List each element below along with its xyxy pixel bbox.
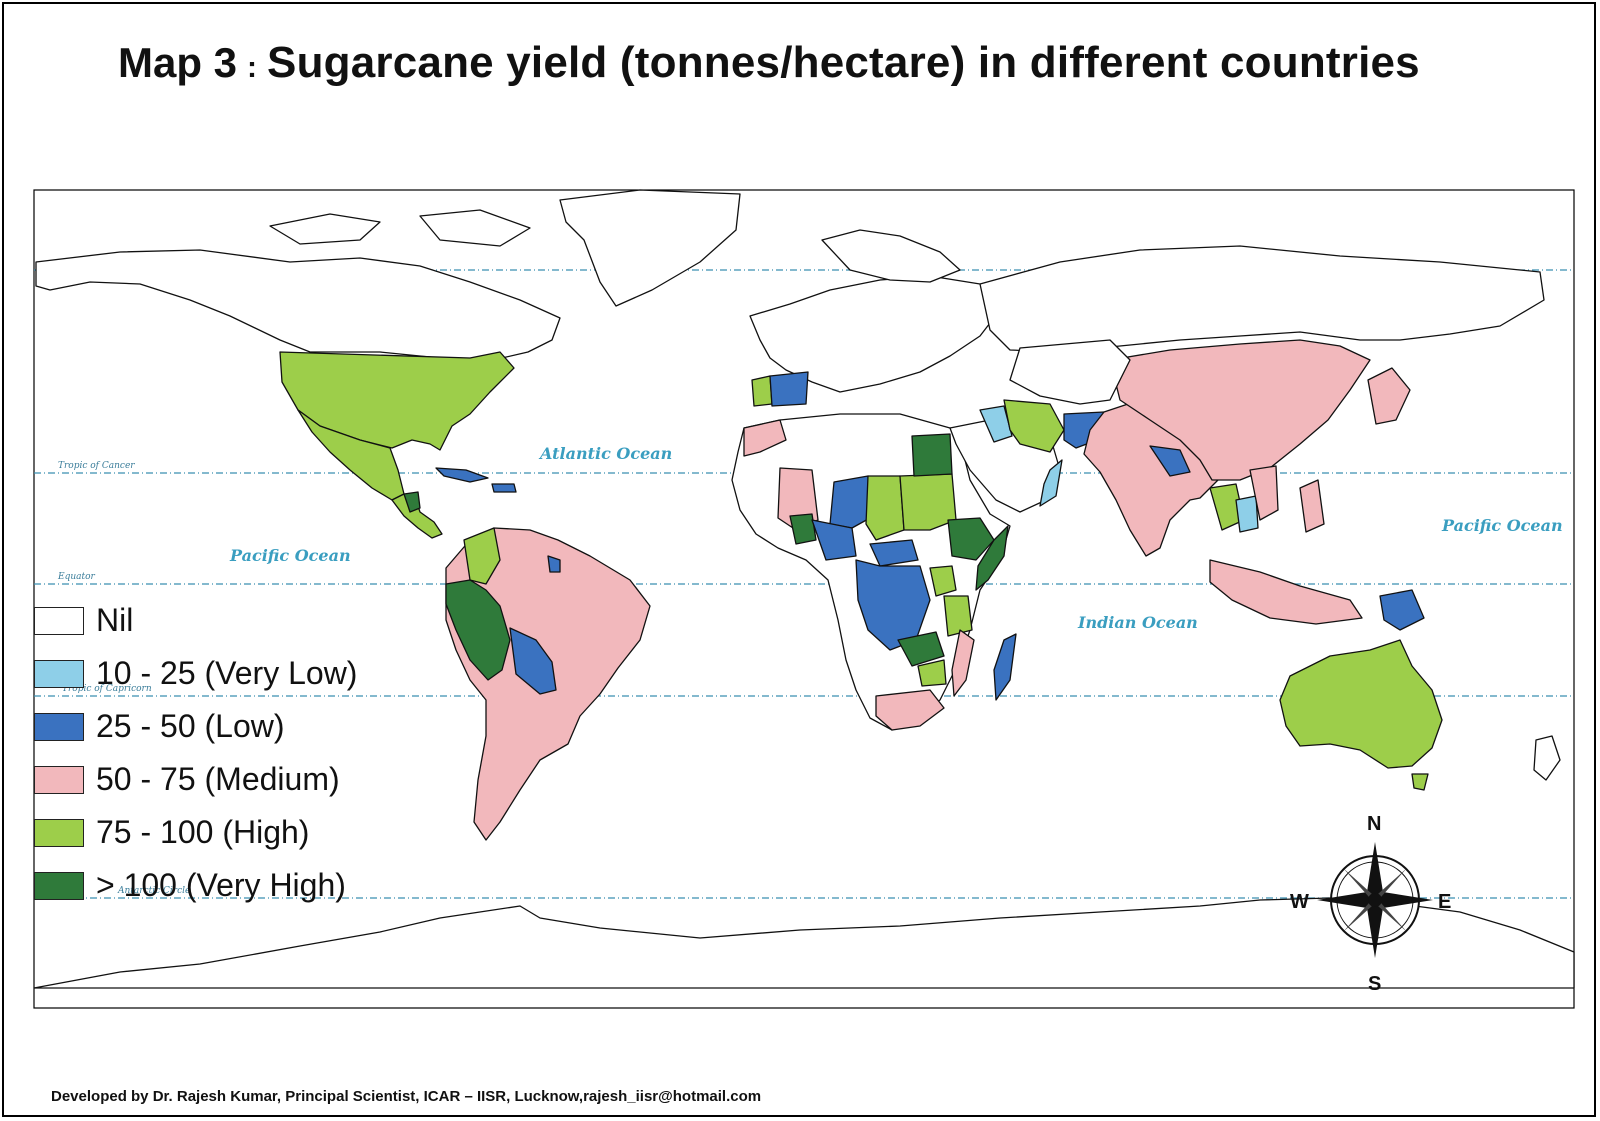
morocco: [743, 419, 787, 457]
oman: [1039, 459, 1063, 507]
title-text: Sugarcane yield (tonnes/hectare) in diff…: [267, 38, 1420, 87]
title-separator: :: [247, 51, 258, 84]
papua-new-guinea: [1379, 589, 1425, 631]
nepal-bangladesh: [1149, 445, 1191, 477]
compass-point-se: [1375, 900, 1407, 932]
compass-s-label: S: [1368, 973, 1381, 995]
tanzania: [943, 595, 973, 637]
nigeria: [811, 519, 857, 561]
japan: [1367, 367, 1411, 425]
niger: [829, 475, 871, 529]
uganda-kenya: [929, 565, 957, 597]
chad: [865, 475, 905, 541]
legend-swatch: [34, 712, 84, 741]
compass-point-s: [1367, 900, 1383, 958]
compass-point-w: [1317, 892, 1375, 908]
legend-label: > 100 (Very High): [96, 867, 346, 903]
iran: [1003, 399, 1065, 453]
legend-item-high: 75 - 100 (High): [34, 806, 357, 859]
iraq: [979, 405, 1013, 443]
guyana: [547, 555, 561, 573]
compass-rose: N S W E: [1290, 813, 1451, 995]
compass-center: [1368, 893, 1382, 907]
legend-label: 25 - 50 (Low): [96, 708, 285, 744]
map-extent: [33, 189, 1575, 1009]
legend-swatch: [34, 871, 84, 900]
cuba: [435, 467, 489, 483]
landmasses: [33, 189, 1575, 989]
atlantic-ocean-label: Atlantic Ocean: [538, 444, 672, 463]
legend-item-low: 25 - 50 (Low): [34, 700, 357, 753]
guatemala: [403, 491, 421, 513]
compass-point-e: [1375, 892, 1433, 908]
hispaniola: [491, 483, 517, 493]
compass-point-sw: [1343, 900, 1375, 932]
label-antarctic-circle: Antarctic Circle: [117, 886, 190, 896]
ethiopia: [947, 517, 995, 561]
compass-n-label: N: [1367, 813, 1381, 835]
legend: Nil 10 - 25 (Very Low) 25 - 50 (Low) 50 …: [34, 594, 357, 912]
legend-item-very-high: > 100 (Very High): [34, 859, 357, 912]
cambodia: [1235, 495, 1259, 533]
legend-item-very-low: 10 - 25 (Very Low): [34, 647, 357, 700]
south-africa: [875, 689, 945, 731]
compass-e-label: E: [1438, 891, 1451, 913]
peru-ecuador: [445, 579, 511, 681]
russia: [979, 245, 1545, 353]
credit-line: Developed by Dr. Rajesh Kumar, Principal…: [51, 1088, 762, 1105]
china: [1109, 339, 1371, 481]
egypt: [911, 433, 953, 477]
map-number: Map 3: [118, 39, 238, 86]
legend-item-nil: Nil: [34, 594, 357, 647]
central-african-rep: [869, 539, 919, 567]
europe: [749, 275, 1001, 393]
canada-alaska: [35, 249, 561, 363]
compass-w-label: W: [1290, 891, 1309, 913]
legend-label: 75 - 100 (High): [96, 814, 310, 850]
antarctica: [33, 897, 1575, 989]
indian-ocean-label: Indian Ocean: [1077, 613, 1198, 632]
legend-swatch: [34, 765, 84, 794]
colombia: [463, 527, 501, 585]
label-tropic-of-capricorn: Tropic of Capricorn: [62, 684, 152, 694]
ghana: [789, 513, 817, 545]
australia: [1279, 639, 1443, 769]
legend-label: 50 - 75 (Medium): [96, 761, 340, 797]
label-tropic-of-cancer: Tropic of Cancer: [58, 461, 135, 471]
map-title: Map 3: Sugarcane yield (tonnes/hectare) i…: [118, 38, 1420, 88]
compass-point-nw: [1343, 868, 1375, 900]
new-zealand: [1533, 735, 1561, 781]
indonesia: [1209, 559, 1363, 625]
zimbabwe: [917, 659, 947, 687]
legend-label: Nil: [96, 602, 134, 638]
bolivia-paraguay: [509, 627, 557, 695]
legend-swatch: [34, 659, 84, 688]
legend-swatch: [34, 818, 84, 847]
somalia: [975, 525, 1009, 591]
arctic-island-2: [419, 209, 531, 247]
zambia: [897, 631, 945, 667]
madagascar: [993, 633, 1017, 701]
compass-point-n: [1367, 842, 1383, 900]
legend-label: 10 - 25 (Very Low): [96, 655, 358, 691]
mozambique: [951, 629, 975, 697]
spain: [769, 371, 809, 407]
central-asia: [1009, 339, 1131, 405]
pacific-ocean-west-label: Pacific Ocean: [229, 546, 351, 565]
vietnam: [1249, 465, 1279, 521]
legend-swatch: [34, 606, 84, 635]
greenland: [559, 189, 741, 307]
tasmania: [1411, 773, 1429, 791]
pacific-ocean-east-label: Pacific Ocean: [1441, 516, 1563, 535]
arctic-island-1: [269, 213, 381, 245]
compass-point-ne: [1375, 868, 1407, 900]
portugal: [751, 375, 773, 407]
scandinavia: [821, 229, 961, 283]
legend-item-medium: 50 - 75 (Medium): [34, 753, 357, 806]
philippines: [1299, 479, 1325, 533]
label-equator: Equator: [57, 572, 96, 582]
